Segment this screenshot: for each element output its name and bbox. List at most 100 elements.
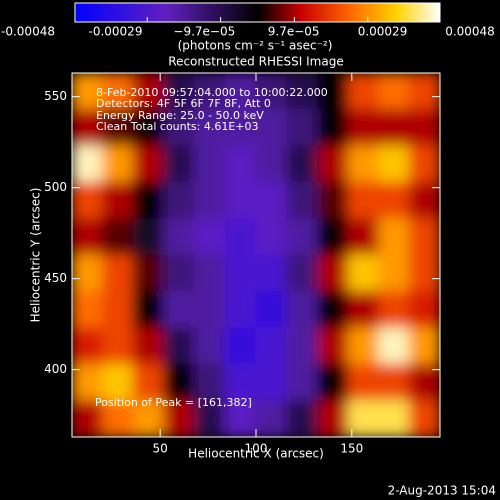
heatmap-cell: [255, 363, 288, 402]
heatmap-cell: [408, 290, 440, 329]
heatmap-cell: [72, 327, 104, 365]
heatmap-cell: [132, 73, 165, 110]
annotation: 8-Feb-2010 09:57:04.000 to 10:00:22.000: [96, 86, 328, 99]
heatmap-cell: [224, 363, 257, 402]
heatmap-cell: [316, 181, 349, 220]
annotation: Energy Range: 25.0 - 50.0 keV: [96, 109, 264, 122]
heatmap-cell: [316, 145, 349, 183]
heatmap-cell: [194, 363, 226, 402]
heatmap-cell: [286, 145, 318, 183]
heatmap-cell: [316, 218, 349, 256]
heatmap-cell: [163, 73, 196, 110]
heatmap-cell: [255, 145, 288, 183]
heatmap-cell: [255, 327, 288, 365]
heatmap-cell: [286, 363, 318, 402]
colorbar-label: (photons cm⁻² s⁻¹ asec⁻²): [178, 39, 333, 53]
heatmap-cell: [194, 181, 226, 220]
heatmap-cell: [224, 108, 257, 147]
annotation: Detectors: 4F 5F 6F 7F 8F, Att 0: [96, 97, 271, 110]
heatmap-cell: [347, 145, 380, 183]
heatmap-cell: [163, 108, 196, 147]
heatmap-cell: [286, 73, 318, 110]
heatmap-cell: [102, 254, 134, 292]
heatmap-cell: [378, 290, 410, 329]
heatmap-cell: [72, 145, 104, 183]
annotation: Position of Peak = [161,382]: [95, 396, 252, 409]
heatmap: [72, 73, 440, 437]
heatmap-cell: [316, 327, 349, 365]
heatmap-cell: [102, 290, 134, 329]
heatmap-cell: [132, 145, 165, 183]
heatmap-cell: [378, 218, 410, 256]
y-tick-label: 400: [44, 362, 67, 376]
heatmap-cell: [224, 327, 257, 365]
y-tick-label: 500: [44, 180, 67, 194]
heatmap-cell: [224, 181, 257, 220]
heatmap-cell: [194, 327, 226, 365]
x-tick-label: 150: [340, 442, 363, 456]
heatmap-cell: [194, 254, 226, 292]
timestamp: 2-Aug-2013 15:04: [388, 484, 496, 498]
heatmap-cell: [72, 290, 104, 329]
heatmap-cell: [378, 254, 410, 292]
heatmap-cell: [163, 327, 196, 365]
heatmap-cell: [72, 254, 104, 292]
heatmap-cell: [102, 400, 134, 437]
colorbar-tick-label: -0.00029: [89, 25, 143, 39]
heatmap-cell: [378, 145, 410, 183]
heatmap-cell: [378, 327, 410, 365]
colorbar: [74, 2, 441, 23]
colorbar-tick-label: 0.00029: [358, 25, 408, 39]
colorbar-tick-label: −9.7e−05: [173, 25, 235, 39]
heatmap-cell: [408, 108, 440, 147]
x-axis-label: Heliocentric X (arcsec): [188, 447, 324, 461]
heatmap-cell: [286, 254, 318, 292]
heatmap-cell: [316, 73, 349, 110]
heatmap-cell: [72, 400, 104, 437]
heatmap-cell: [163, 145, 196, 183]
heatmap-cell: [286, 327, 318, 365]
heatmap-cell: [347, 363, 380, 402]
heatmap-cell: [102, 181, 134, 220]
heatmap-cell: [72, 73, 104, 110]
heatmap-cell: [194, 73, 226, 110]
heatmap-cell: [102, 363, 134, 402]
x-tick-label: 100: [245, 442, 268, 456]
heatmap-cell: [347, 73, 380, 110]
heatmap-cell: [255, 181, 288, 220]
image-area: [72, 73, 440, 437]
heatmap-cell: [255, 400, 288, 437]
heatmap-cell: [347, 108, 380, 147]
y-tick-label: 450: [44, 271, 67, 285]
heatmap-cell: [194, 145, 226, 183]
heatmap-cell: [194, 290, 226, 329]
heatmap-cell: [378, 181, 410, 220]
heatmap-cell: [224, 73, 257, 110]
heatmap-cell: [194, 108, 226, 147]
heatmap-cell: [347, 181, 380, 220]
annotation: Clean Total counts: 4.61E+03: [96, 120, 259, 133]
heatmap-cell: [378, 363, 410, 402]
heatmap-cell: [163, 218, 196, 256]
heatmap-cell: [316, 254, 349, 292]
heatmap-cell: [408, 73, 440, 110]
heatmap-cell: [224, 218, 257, 256]
y-axis-label: Heliocentric Y (arcsec): [29, 188, 43, 323]
y-tick-label: 550: [44, 89, 67, 103]
heatmap-cell: [378, 108, 410, 147]
heatmap-cell: [286, 108, 318, 147]
heatmap-cell: [102, 327, 134, 365]
heatmap-cell: [408, 254, 440, 292]
heatmap-cell: [163, 181, 196, 220]
heatmap-cell: [255, 254, 288, 292]
heatmap-cell: [102, 108, 134, 147]
heatmap-cell: [132, 363, 165, 402]
heatmap-cell: [347, 218, 380, 256]
heatmap-cell: [163, 254, 196, 292]
heatmap-cell: [408, 145, 440, 183]
heatmap-cell: [347, 400, 380, 437]
colorbar-tick-label: 0.00048: [445, 25, 495, 39]
heatmap-cell: [255, 218, 288, 256]
heatmap-cell: [72, 218, 104, 256]
heatmap-cell: [132, 181, 165, 220]
